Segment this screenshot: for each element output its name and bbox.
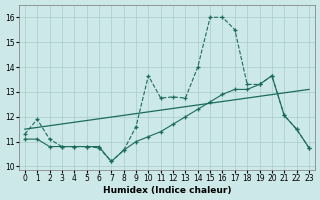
X-axis label: Humidex (Indice chaleur): Humidex (Indice chaleur) bbox=[103, 186, 231, 195]
